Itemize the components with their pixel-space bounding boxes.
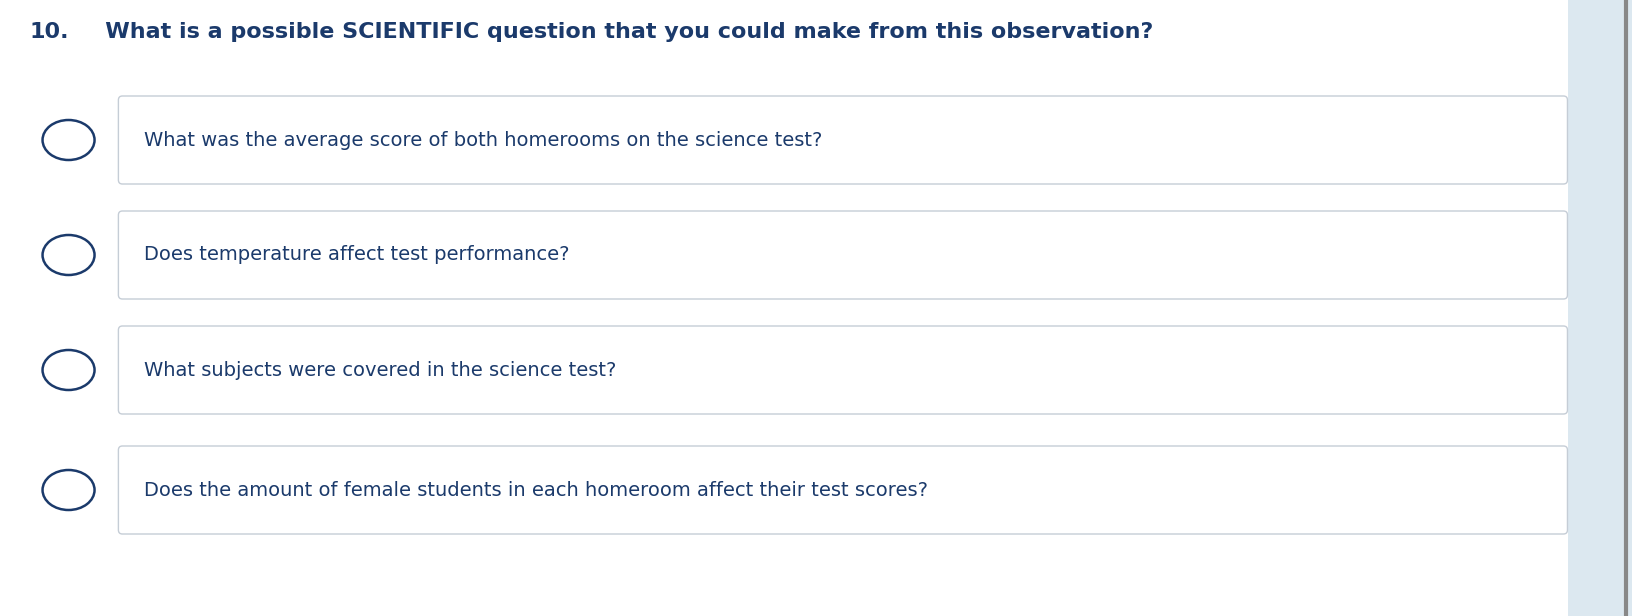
Text: What was the average score of both homerooms on the science test?: What was the average score of both homer…: [144, 131, 823, 150]
FancyBboxPatch shape: [119, 446, 1567, 534]
Ellipse shape: [42, 120, 95, 160]
FancyBboxPatch shape: [119, 211, 1567, 299]
Text: What is a possible SCIENTIFIC question that you could make from this observation: What is a possible SCIENTIFIC question t…: [82, 22, 1154, 42]
Ellipse shape: [42, 235, 95, 275]
FancyBboxPatch shape: [119, 96, 1567, 184]
Text: What subjects were covered in the science test?: What subjects were covered in the scienc…: [144, 360, 617, 379]
Ellipse shape: [42, 350, 95, 390]
Text: Does temperature affect test performance?: Does temperature affect test performance…: [144, 246, 570, 264]
FancyBboxPatch shape: [119, 326, 1567, 414]
Text: Does the amount of female students in each homeroom affect their test scores?: Does the amount of female students in ea…: [144, 480, 929, 500]
FancyBboxPatch shape: [1568, 0, 1632, 616]
Ellipse shape: [42, 470, 95, 510]
Text: 10.: 10.: [29, 22, 70, 42]
